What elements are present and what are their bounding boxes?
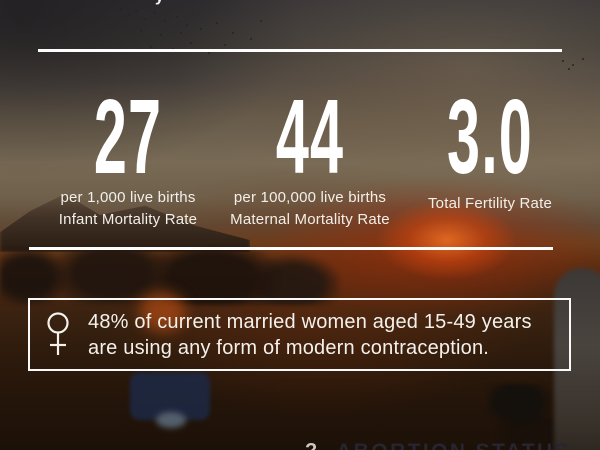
highlight-line-1: 48% of current married women aged 15-49 … [88,310,532,333]
stat-value: 44 [275,78,345,196]
stat-value-wrap: 44 [210,78,410,196]
stat-unit: per 1,000 live births [60,189,196,206]
stat-unit: per 100,000 live births [233,189,387,206]
stat-label: Infant Mortality Rate [58,211,198,228]
stat-value: 3.0 [447,78,533,196]
section-heading-label: ABORTION STATUS [336,440,571,450]
blue-drum-silhouette [130,372,210,420]
abortion-status-heading: ? ABORTION STATUS [305,440,571,450]
divider-top [38,49,562,52]
stat-total-fertility: 3.0 Total Fertility Rate [390,78,590,213]
stat-value-wrap: 27 [28,78,228,196]
stat-value: 27 [93,78,163,196]
question-mark-icon: ? [305,440,317,450]
stats-row: 27 per 1,000 live births Infant Mortalit… [0,78,600,229]
highlight-line-2: are using any form of modern contracepti… [88,336,490,359]
divider-middle [29,247,553,250]
birds-flock [120,8,122,10]
stat-value-wrap: 3.0 [390,78,590,196]
stat-maternal-mortality: 44 per 100,000 live births Maternal Mort… [210,78,410,229]
female-symbol-icon [47,311,69,355]
stat-label: Maternal Mortality Rate [230,211,390,228]
stat-label: Total Fertility Rate [427,195,553,212]
contraception-highlight-box: 48% of current married women aged 15-49 … [28,298,571,371]
cropped-title-fragment: y [155,0,164,6]
stat-infant-mortality: 27 per 1,000 live births Infant Mortalit… [28,78,228,229]
highlight-text: 48% of current married women aged 15-49 … [88,309,532,361]
